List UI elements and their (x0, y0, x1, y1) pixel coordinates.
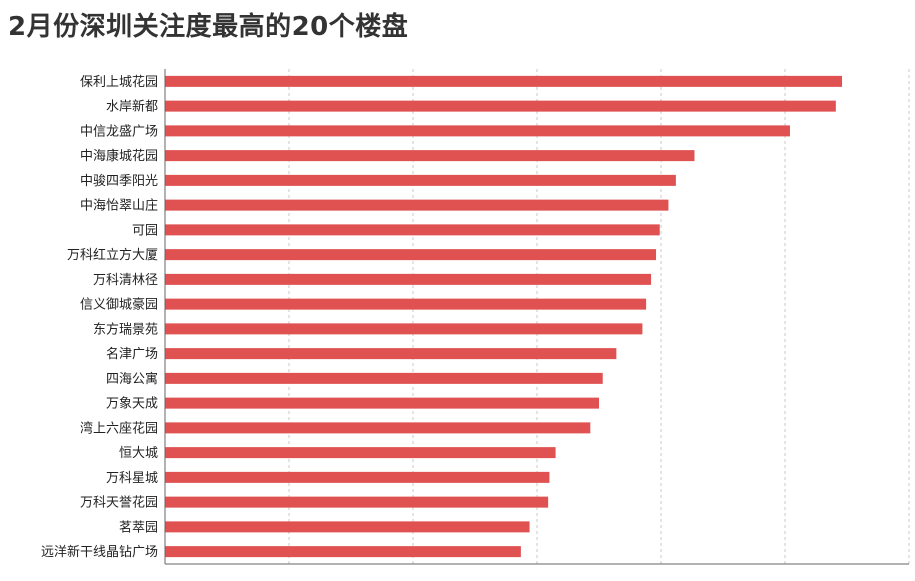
category-label: 中骏四季阳光 (80, 174, 158, 189)
category-label: 中海怡翠山庄 (80, 198, 158, 214)
bar (165, 174, 676, 186)
category-label: 中海康城花园 (80, 148, 158, 164)
bar (165, 249, 657, 261)
bar (165, 100, 836, 112)
bar (165, 298, 647, 310)
category-label: 水岸新都 (106, 99, 158, 115)
category-label: 万象天成 (106, 397, 158, 412)
bar (165, 224, 660, 236)
category-label: 湾上六座花园 (80, 420, 158, 436)
bar (165, 496, 549, 508)
bar (165, 348, 617, 360)
bar (165, 323, 643, 335)
bar (165, 75, 843, 87)
category-label: 恒大城 (119, 446, 158, 461)
bar (165, 447, 556, 459)
category-label: 可园 (132, 223, 158, 238)
category-label: 茗萃园 (119, 520, 158, 535)
category-label: 名津广场 (106, 346, 158, 362)
category-label: 信义御城豪园 (80, 297, 158, 313)
bar (165, 471, 550, 483)
bar (165, 422, 591, 434)
category-label: 万科天誉花园 (80, 495, 158, 511)
category-label: 四海公寓 (106, 371, 158, 387)
category-label: 东方瑞景苑 (93, 321, 158, 337)
bars (165, 75, 843, 558)
bar (165, 397, 599, 409)
bar (165, 521, 530, 533)
chart-title: 2月份深圳关注度最高的20个楼盘 (8, 12, 409, 42)
bar (165, 199, 669, 211)
bar (165, 372, 603, 384)
bar (165, 546, 521, 558)
category-label: 远洋新干线晶钻广场 (41, 544, 158, 560)
bar (165, 150, 695, 162)
category-label: 万科星城 (106, 471, 158, 486)
bar (165, 273, 652, 285)
category-label: 万科清林径 (93, 273, 158, 288)
category-label: 保利上城花园 (80, 74, 158, 90)
category-labels: 保利上城花园水岸新都中信龙盛广场中海康城花园中骏四季阳光中海怡翠山庄可园万科红立… (41, 74, 158, 560)
gridlines (288, 69, 910, 564)
category-label: 中信龙盛广场 (80, 124, 158, 139)
category-label: 万科红立方大厦 (67, 247, 158, 263)
bar (165, 125, 790, 137)
